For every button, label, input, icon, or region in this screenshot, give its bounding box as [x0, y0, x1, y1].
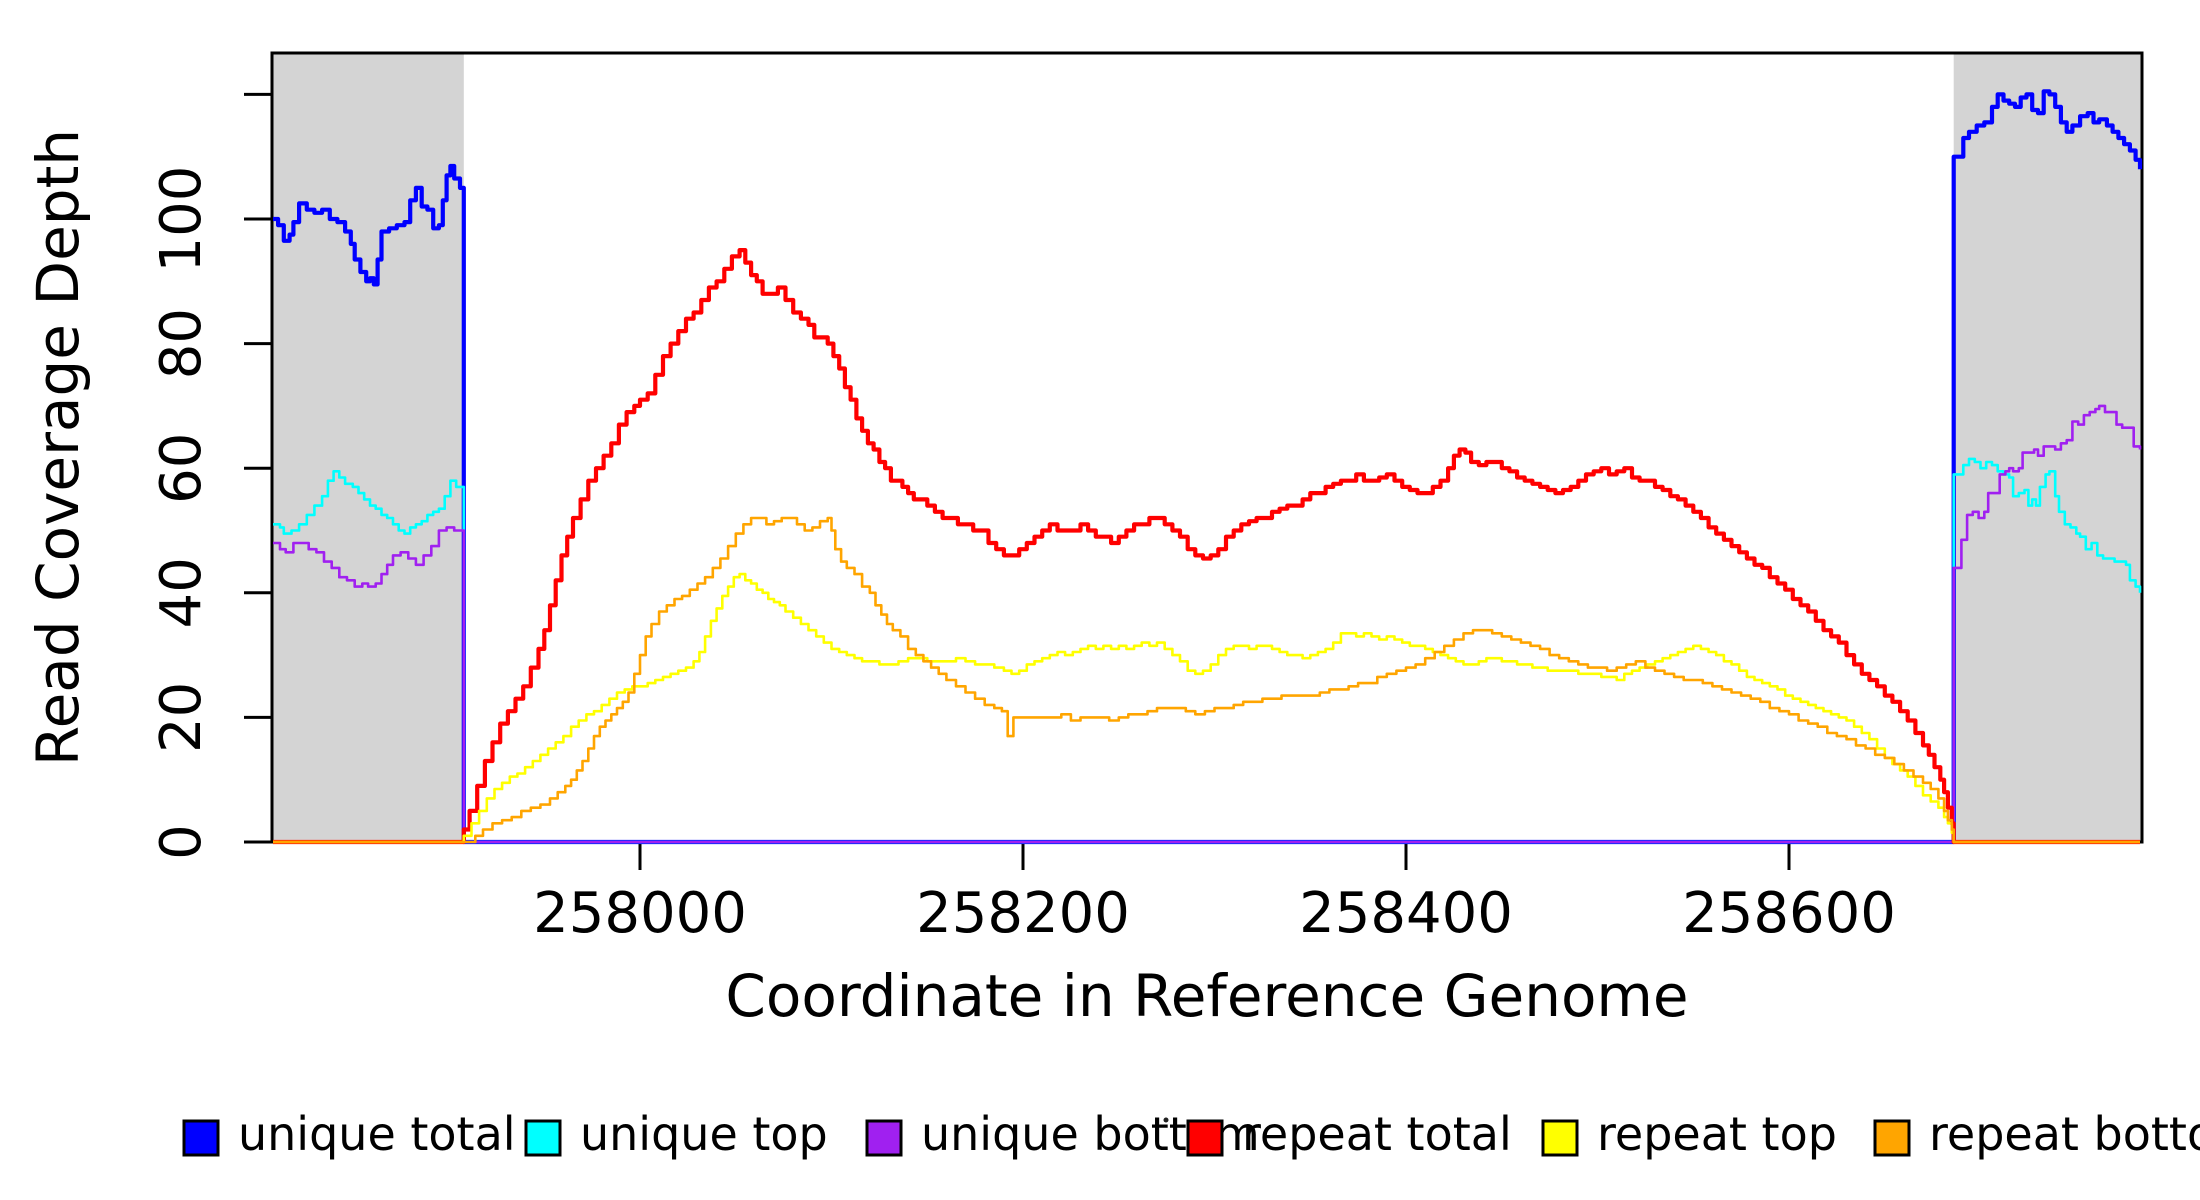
legend-item-repeat-bottom: repeat bottom	[1873, 1107, 2200, 1161]
series-unique-bottom-line	[273, 404, 2142, 844]
y-tick-label: 40	[149, 557, 214, 628]
legend-label: unique top	[580, 1107, 828, 1161]
y-tick-label: 80	[149, 308, 214, 379]
series-repeat-bottom-line	[273, 516, 2140, 844]
x-axis-title: Coordinate in Reference Genome	[725, 962, 1688, 1030]
series-repeat-top-line	[273, 572, 2140, 844]
y-tick-label: 100	[149, 166, 214, 273]
x-tick-label: 258400	[1299, 881, 1513, 946]
series-repeat-total-line	[273, 248, 2140, 845]
legend-item-unique-top: unique top	[524, 1107, 828, 1161]
legend-label: repeat bottom	[1929, 1107, 2200, 1161]
x-tick-label: 258600	[1682, 881, 1896, 946]
y-axis-title: Read Coverage Depth	[24, 129, 92, 766]
y-tick-label: 60	[149, 433, 214, 504]
y-tick-label: 20	[149, 682, 214, 753]
legend-swatch-repeat-total	[1186, 1119, 1224, 1157]
legend-swatch-unique-bottom	[865, 1119, 903, 1157]
artifact-dot	[1163, 1117, 1169, 1123]
legend-swatch-unique-total	[182, 1119, 220, 1157]
legend-label: repeat total	[1242, 1107, 1512, 1161]
series-unique-total-line	[273, 89, 2143, 845]
y-tick-label: 0	[149, 824, 214, 860]
x-tick-label: 258000	[533, 881, 747, 946]
series-unique-top-line	[273, 457, 2142, 844]
legend-swatch-repeat-bottom	[1873, 1119, 1911, 1157]
legend-label: unique total	[238, 1107, 516, 1161]
x-tick-label: 258200	[916, 881, 1130, 946]
legend-item-unique-total: unique total	[182, 1107, 516, 1161]
legend-swatch-unique-top	[524, 1119, 562, 1157]
legend-item-repeat-top: repeat top	[1541, 1107, 1837, 1161]
legend-item-repeat-total: repeat total	[1186, 1107, 1512, 1161]
legend-label: repeat top	[1597, 1107, 1837, 1161]
legend-swatch-repeat-top	[1541, 1119, 1579, 1157]
unique-region-left	[272, 53, 464, 842]
